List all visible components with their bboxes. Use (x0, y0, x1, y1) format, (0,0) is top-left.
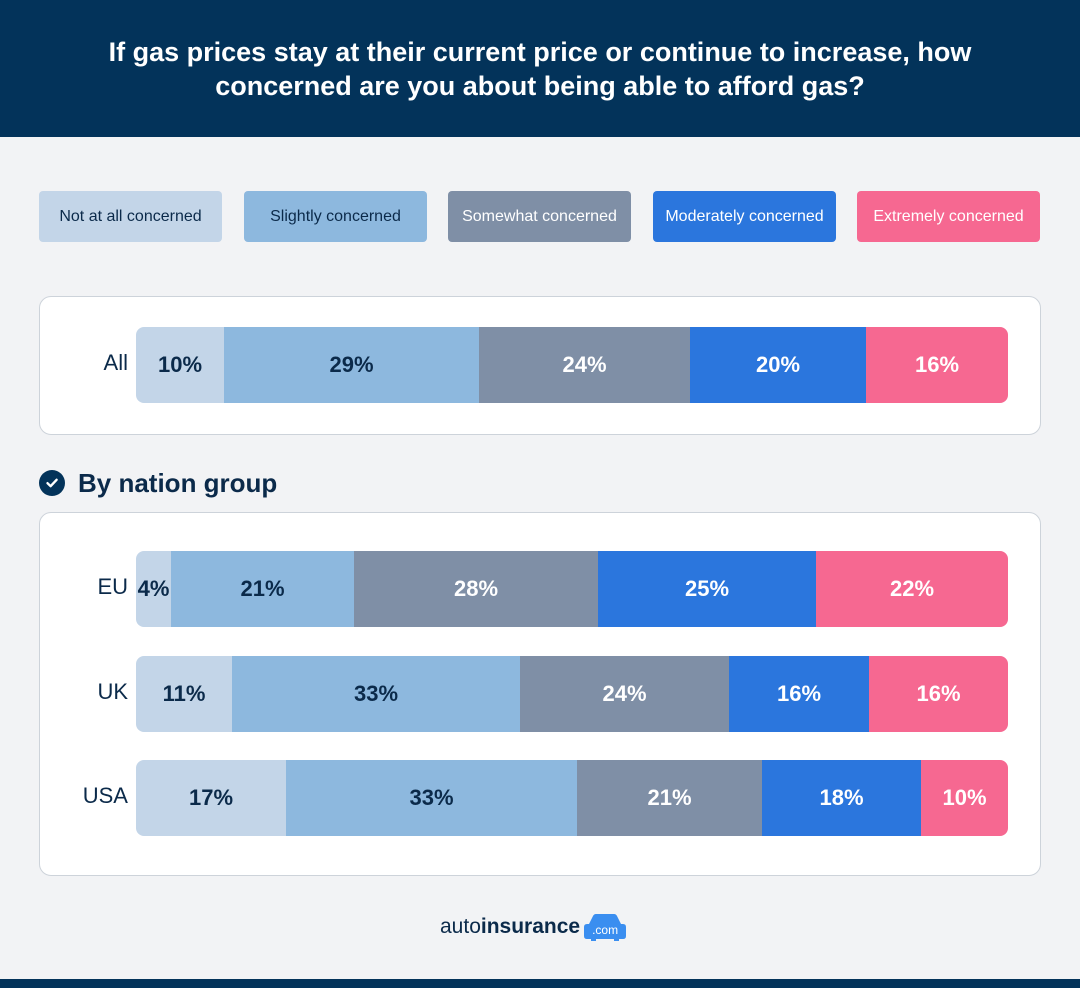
data-label: 11% (162, 681, 206, 706)
bar-segment-eu-4: 25% (598, 551, 816, 627)
bar-segment-usa-1: 17% (136, 760, 286, 836)
data-label: 21% (240, 576, 285, 601)
data-label: 21% (647, 785, 692, 810)
chart-title: If gas prices stay at their current pric… (108, 36, 972, 101)
row-label-eu: EU (97, 574, 128, 599)
bar-segment-uk-5: 16% (869, 656, 1008, 732)
stacked-bar-eu: 4% 21% 28% 25% 22% (136, 551, 1008, 627)
data-label: 29% (329, 352, 374, 377)
bar-segment-all-3: 24% (479, 327, 690, 403)
row-label-uk: UK (97, 679, 128, 704)
data-label: 25% (684, 576, 730, 601)
data-label: 24% (602, 681, 647, 706)
row-label-usa: USA (82, 783, 128, 808)
chart-header: If gas prices stay at their current pric… (0, 0, 1080, 137)
check-circle-icon (39, 470, 65, 496)
row-label-all: All (103, 350, 128, 375)
section-header: By nation group (39, 466, 277, 500)
data-label: 17% (188, 785, 234, 810)
data-label: 16% (776, 681, 822, 706)
bar-segment-eu-3: 28% (354, 551, 598, 627)
brand-text-auto: auto (440, 915, 481, 938)
car-icon: .com (583, 912, 627, 942)
legend: Not at all concerned Slightly concerned So… (39, 191, 1041, 242)
data-label: 10% (942, 785, 987, 810)
data-label: 16% (914, 352, 960, 377)
legend-item-2: Slightly concerned (244, 191, 427, 242)
bar-segment-all-1: 10% (136, 327, 224, 403)
data-label: 20% (755, 352, 801, 377)
bar-segment-eu-5: 22% (816, 551, 1008, 627)
data-label: 33% (409, 785, 454, 810)
bar-segment-usa-3: 21% (577, 760, 762, 836)
brand-text-insurance: insurance (480, 915, 581, 938)
bar-segment-uk-2: 33% (232, 656, 520, 732)
data-label: 4% (137, 576, 170, 601)
data-label: 16% (916, 681, 961, 706)
stacked-bar-all: 10% 29% 24% 20% 16% (136, 327, 1008, 403)
bar-segment-usa-2: 33% (286, 760, 577, 836)
legend-item-1: Not at all concerned (39, 191, 222, 242)
bar-segment-uk-4: 16% (729, 656, 869, 732)
bar-segment-uk-3: 24% (520, 656, 729, 732)
stacked-bar-uk: 11% 33% 24% 16% 16% (136, 656, 1008, 732)
section-title: By nation group (78, 467, 278, 498)
data-label: 22% (889, 576, 935, 601)
data-label: 18% (819, 785, 864, 810)
brand-tld: .com (592, 923, 619, 937)
bar-segment-usa-4: 18% (762, 760, 921, 836)
brand-logo: auto insurance .com (440, 910, 627, 944)
bar-segment-uk-1: 11% (136, 656, 232, 732)
data-label: 24% (562, 352, 607, 377)
data-label: 28% (453, 576, 499, 601)
nation-group-panel: EU 4% 21% 28% 25% 22% UK 11% 33% 24% 16% 16% USA 17% 3… (39, 512, 1041, 876)
bar-segment-all-4: 20% (690, 327, 866, 403)
legend-item-3: Somewhat concerned (448, 191, 631, 242)
bar-segment-eu-1: 4% (136, 551, 171, 627)
footer-bar (0, 979, 1080, 988)
stacked-bar-usa: 17% 33% 21% 18% 10% (136, 760, 1008, 836)
bar-segment-eu-2: 21% (171, 551, 354, 627)
bar-segment-all-2: 29% (224, 327, 479, 403)
data-label: 33% (353, 681, 399, 706)
bar-segment-usa-5: 10% (921, 760, 1008, 836)
overall-panel: All 10% 29% 24% 20% 16% (39, 296, 1041, 435)
data-label: 10% (157, 352, 203, 377)
legend-item-5: Extremely concerned (857, 191, 1040, 242)
legend-item-4: Moderately concerned (653, 191, 836, 242)
bar-segment-all-5: 16% (866, 327, 1008, 403)
